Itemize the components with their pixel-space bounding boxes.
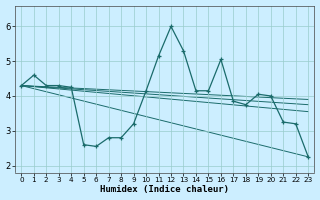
X-axis label: Humidex (Indice chaleur): Humidex (Indice chaleur) [100,185,229,194]
